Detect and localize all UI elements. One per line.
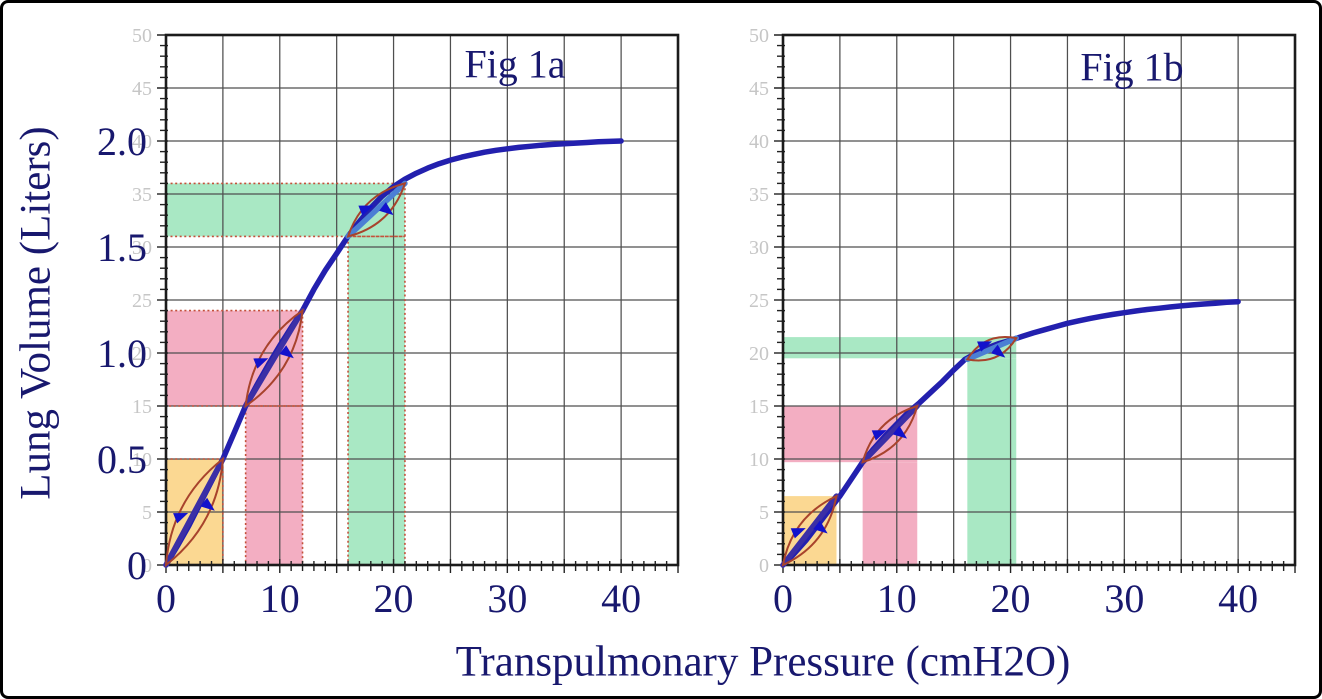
x-tick-label: 30 (487, 576, 527, 621)
x-tick-label: 20 (374, 576, 414, 621)
pink-band (862, 462, 918, 565)
y-secondary-tick-label: 15 (749, 396, 769, 418)
loop-direction-arrow-icon (990, 344, 1006, 358)
hysteresis-loop (861, 404, 919, 464)
y-tick-label: 0 (127, 543, 147, 588)
loop-direction-arrow-icon (173, 512, 189, 524)
loop-chord (163, 456, 226, 568)
x-tick-label: 20 (991, 576, 1031, 621)
y-secondary-tick-label: 15 (132, 396, 152, 418)
loop-chord (859, 403, 921, 465)
plot-spine (164, 33, 680, 567)
loop-chord (345, 180, 408, 240)
loop-direction-arrow-icon (379, 202, 394, 216)
loop-direction-arrow-icon (813, 520, 828, 534)
loop-chord (964, 335, 1019, 363)
loop-chord (242, 307, 306, 409)
band-outline (347, 235, 406, 566)
hysteresis-loop (781, 494, 838, 567)
pink-band (166, 310, 303, 406)
hysteresis-loop (346, 181, 407, 238)
hysteresis-loop (244, 308, 304, 409)
y-tick-label: 0.5 (97, 437, 147, 482)
y-secondary-tick-label: 5 (142, 502, 152, 524)
x-tick-label: 40 (1218, 576, 1258, 621)
y-secondary-tick-label: 25 (132, 290, 152, 312)
x-tick-label: 0 (156, 576, 176, 621)
loop-direction-arrow-icon (200, 497, 215, 511)
green-band (348, 236, 405, 565)
loop-direction-arrow-icon (253, 358, 269, 369)
plot-spine (781, 33, 1297, 567)
loop-chord (780, 493, 840, 568)
y-secondary-tick-label: 50 (749, 25, 769, 47)
y-tick-label: 1.5 (97, 225, 147, 270)
pink-band (245, 406, 303, 565)
loop-direction-arrow-icon (892, 425, 908, 439)
hysteresis-loop (164, 456, 225, 568)
y-secondary-tick-label: 0 (142, 555, 152, 577)
green-band (967, 358, 1017, 565)
y-secondary-tick-label: 25 (749, 290, 769, 312)
x-tick-label: 10 (877, 576, 917, 621)
y-secondary-tick-label: 0 (759, 555, 769, 577)
y-secondary-tick-label: 30 (132, 237, 152, 259)
y-tick-label: 1.0 (97, 331, 147, 376)
y-secondary-tick-label: 35 (132, 184, 152, 206)
x-tick-label: 40 (601, 576, 641, 621)
y-secondary-tick-label: 40 (132, 131, 152, 153)
y-tick-label: 2.0 (97, 119, 147, 164)
y-secondary-tick-label: 40 (749, 131, 769, 153)
y-secondary-tick-label: 10 (749, 449, 769, 471)
y-secondary-tick-label: 45 (132, 78, 152, 100)
y-secondary-tick-label: 35 (749, 184, 769, 206)
loop-direction-arrow-icon (790, 528, 806, 539)
y-secondary-tick-label: 30 (749, 237, 769, 259)
y-secondary-tick-label: 20 (132, 343, 152, 365)
y-secondary-tick-label: 45 (749, 78, 769, 100)
loop-direction-arrow-icon (977, 341, 993, 352)
x-tick-label: 10 (260, 576, 300, 621)
loop-direction-arrow-icon (871, 430, 887, 441)
y-secondary-tick-label: 5 (759, 502, 769, 524)
loop-direction-arrow-icon (279, 345, 294, 359)
y-secondary-tick-label: 10 (132, 449, 152, 471)
loop-direction-arrow-icon (358, 205, 374, 216)
y-secondary-tick-label: 20 (749, 343, 769, 365)
band-outline (165, 309, 304, 407)
y-secondary-tick-label: 50 (132, 25, 152, 47)
x-tick-label: 30 (1104, 576, 1144, 621)
x-tick-label: 0 (773, 576, 793, 621)
hysteresis-loop (965, 336, 1018, 362)
